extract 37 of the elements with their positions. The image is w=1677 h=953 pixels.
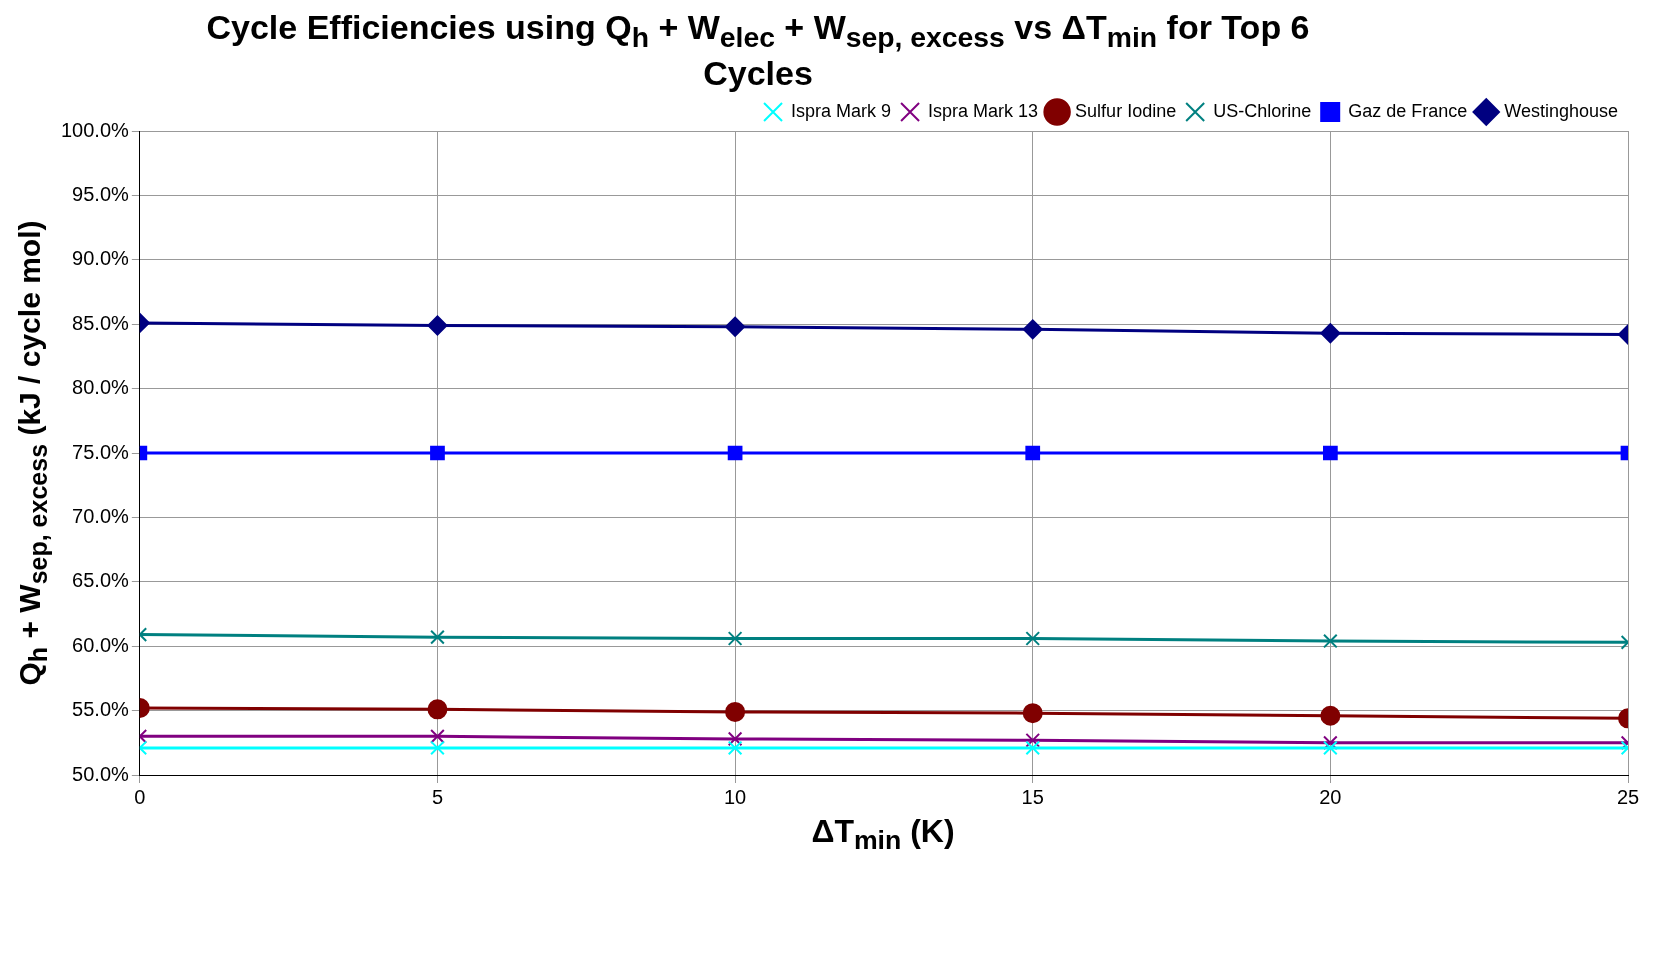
x-tick-label: 0 bbox=[134, 785, 146, 808]
point bbox=[1022, 702, 1043, 723]
y-tick-label: 60.0% bbox=[72, 633, 130, 656]
y-tick-label: 65.0% bbox=[72, 569, 130, 592]
y-tick-label: 95.0% bbox=[72, 182, 130, 205]
x-tick-label: 5 bbox=[431, 785, 444, 808]
point bbox=[1022, 319, 1043, 340]
x-tick-label: 15 bbox=[1021, 785, 1044, 808]
y-tick-label: 85.0% bbox=[72, 311, 130, 334]
legend-label: Ispra Mark 13 bbox=[928, 100, 1039, 121]
y-tick-label: 75.0% bbox=[72, 440, 130, 463]
legend-label: Sulfur Iodine bbox=[1075, 100, 1177, 121]
x-tick-label: 20 bbox=[1319, 785, 1342, 808]
x-tick-label: 10 bbox=[723, 785, 747, 808]
y-tick-label: 70.0% bbox=[72, 504, 130, 527]
y-tick-label: 50.0% bbox=[72, 762, 130, 785]
x-axis-title: ΔT$_{min}$ (K) bbox=[810, 812, 956, 857]
point bbox=[727, 740, 743, 756]
legend-label: Ispra Mark 9 bbox=[791, 100, 892, 121]
point bbox=[727, 630, 743, 646]
point bbox=[1025, 732, 1041, 748]
legend-label: US-Chlorine bbox=[1213, 100, 1312, 121]
point bbox=[1025, 445, 1041, 461]
y-tick-label: 90.0% bbox=[72, 247, 130, 270]
point bbox=[1025, 630, 1041, 646]
y-tick-label: 100.0% bbox=[60, 118, 130, 141]
point bbox=[1025, 740, 1041, 756]
point bbox=[727, 445, 743, 461]
point bbox=[725, 701, 746, 722]
legend-label: Westinghouse bbox=[1504, 100, 1619, 121]
legend-label: Gaz de France bbox=[1348, 100, 1468, 121]
point bbox=[727, 731, 743, 747]
y-tick-label: 80.0% bbox=[72, 375, 130, 398]
point bbox=[725, 316, 746, 337]
chart-title: Cycle Efficiencies using Q$_{h}$ + W$_{elec}$ + W$_{sep, excess}$ vs ΔT$_{min}$ for Top 6 Cycles bbox=[206, 8, 1310, 92]
x-tick-label: 25 bbox=[1616, 785, 1640, 808]
y-tick-label: 55.0% bbox=[72, 697, 130, 720]
